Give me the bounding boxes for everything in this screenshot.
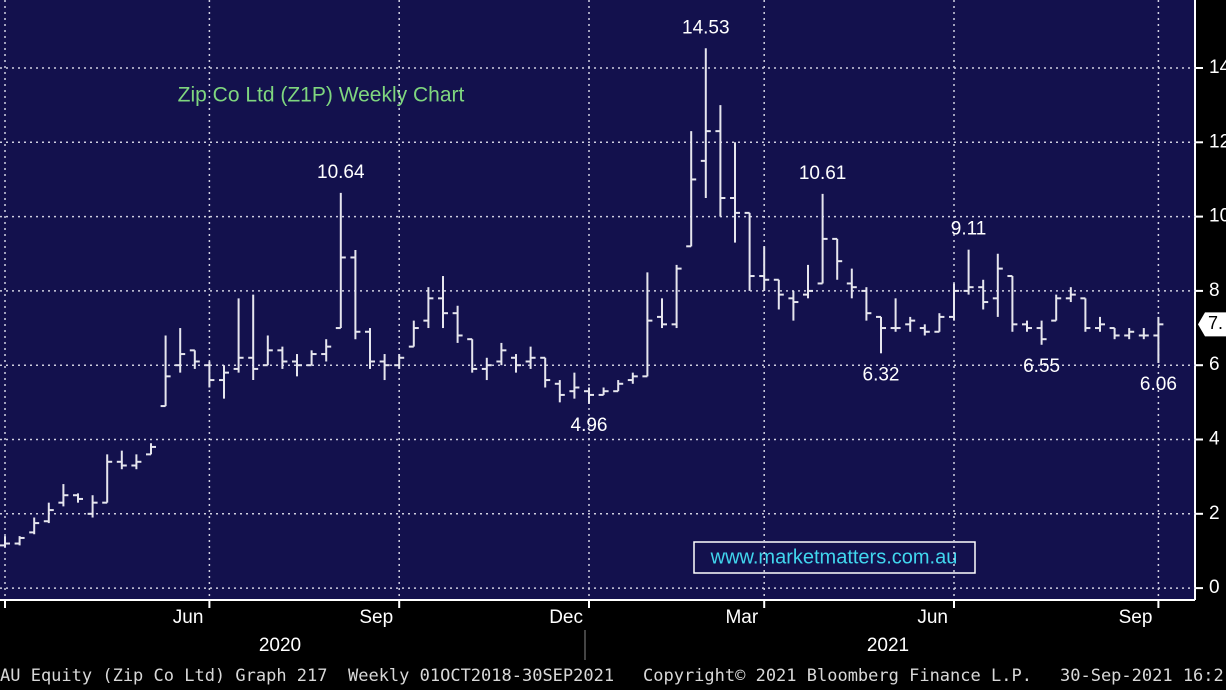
watermark: www.marketmatters.com.au xyxy=(710,546,958,568)
year-label: 2020 xyxy=(259,635,301,656)
footer-text: AU Equity (Zip Co Ltd) Graph 217 Weekly … xyxy=(0,666,614,686)
x-tick-label: Jun xyxy=(173,607,204,628)
x-tick-label: Sep xyxy=(359,607,393,628)
y-tick-label: 6 xyxy=(1209,354,1220,375)
annotation: 6.55 xyxy=(1023,356,1060,377)
y-tick-label: 0 xyxy=(1209,577,1220,598)
year-label: 2021 xyxy=(867,635,909,656)
y-tick-label: 14 xyxy=(1209,57,1226,78)
footer-text: 30-Sep-2021 16:2 xyxy=(1060,666,1224,686)
plot-background xyxy=(0,0,1195,600)
y-tick-label: 2 xyxy=(1209,503,1220,524)
x-tick-label: Sep xyxy=(1119,607,1153,628)
last-price-label: 7. xyxy=(1208,313,1223,333)
footer-text: Copyright© 2021 Bloomberg Finance L.P. xyxy=(643,666,1032,686)
annotation: 14.53 xyxy=(682,17,730,38)
x-tick-label: Mar xyxy=(725,607,758,628)
annotation: 10.61 xyxy=(799,163,847,184)
annotation: 6.06 xyxy=(1140,374,1177,395)
y-tick-label: 10 xyxy=(1209,206,1226,227)
x-tick-label: Dec xyxy=(549,607,583,628)
last-price-marker xyxy=(1198,312,1226,337)
annotation: 6.32 xyxy=(863,364,900,385)
annotation: 9.11 xyxy=(951,219,987,240)
x-tick-label: Jun xyxy=(917,607,948,628)
axis-background xyxy=(1195,0,1226,600)
y-tick-label: 4 xyxy=(1209,429,1220,450)
y-tick-label: 12 xyxy=(1209,131,1226,152)
annotation: 4.96 xyxy=(571,415,608,436)
annotation: 10.64 xyxy=(317,162,365,183)
y-tick-label: 8 xyxy=(1209,280,1220,301)
chart-title: Zip Co Ltd (Z1P) Weekly Chart xyxy=(178,84,465,107)
watermark-box xyxy=(693,541,976,574)
